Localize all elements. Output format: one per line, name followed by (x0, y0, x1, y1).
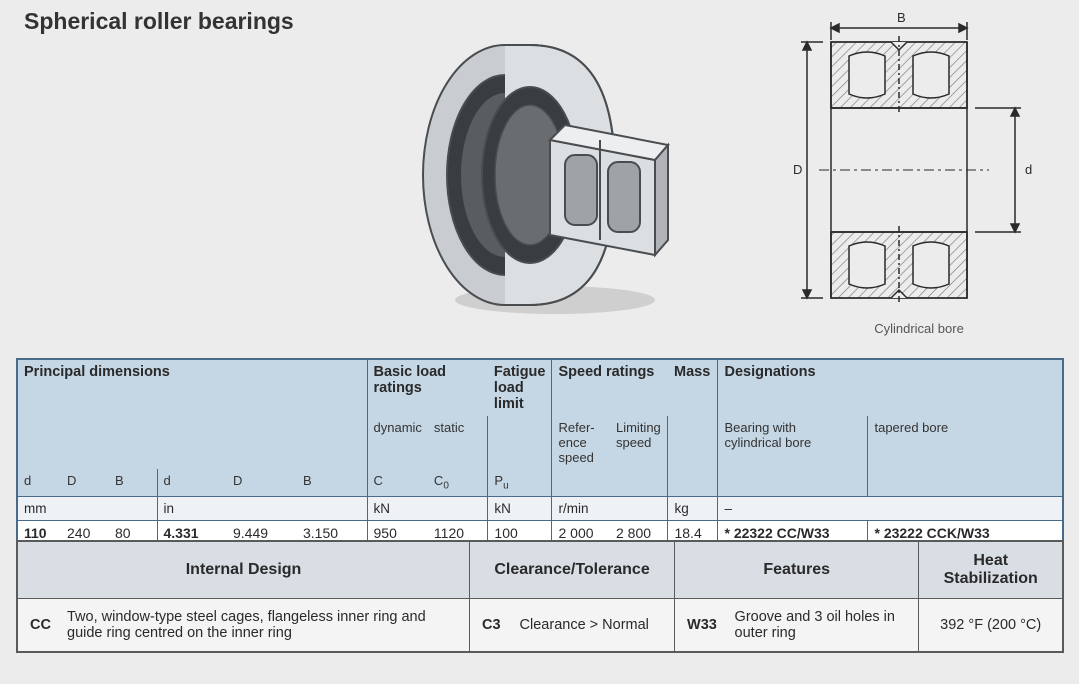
sym-B-in: B (297, 469, 367, 496)
sub-dynamic: dynamic (367, 416, 428, 469)
unit-mm: mm (17, 496, 157, 520)
features-text: Groove and 3 oil holes in outer ring (723, 599, 919, 653)
unit-dash: – (718, 496, 1063, 520)
dim-label-d: d (1025, 162, 1032, 177)
detail-table: Internal Design Clearance/Tolerance Feat… (16, 540, 1064, 653)
spec-symbol-row: d D B d D B C C0 Pu (17, 469, 1063, 496)
sub-static: static (428, 416, 488, 469)
sub-reference: Refer-encespeed (552, 416, 610, 469)
bearing-3d-illustration (410, 30, 680, 320)
sym-C: C (367, 469, 428, 496)
sym-C0: C0 (428, 469, 488, 496)
clearance-text: Clearance > Normal (508, 599, 675, 653)
unit-kg: kg (668, 496, 718, 520)
unit-kN2: kN (488, 496, 552, 520)
hero-graphics: B D d Cylindrical bore (0, 10, 1079, 345)
schematic-drawing: B D d Cylindrical bore (789, 10, 1049, 340)
unit-rmin: r/min (552, 496, 668, 520)
sym-d: d (17, 469, 61, 496)
sym-d-in: d (157, 469, 227, 496)
sym-D-in: D (227, 469, 297, 496)
sym-D: D (61, 469, 109, 496)
dh-features: Features (675, 541, 919, 599)
dh-clearance: Clearance/Tolerance (470, 541, 675, 599)
spec-header-row: Principal dimensions Basic load ratings … (17, 359, 1063, 416)
heat-text: 392 °F (200 °C) (919, 599, 1063, 653)
dim-label-B: B (897, 10, 906, 25)
sub-bearing-cyl: Bearing withcylindrical bore (718, 416, 868, 469)
hdr-basic-load: Basic load ratings (367, 359, 488, 416)
clearance-code: C3 (470, 599, 508, 653)
hdr-designations: Designations (718, 359, 1063, 416)
internal-text: Two, window-type steel cages, flangeless… (55, 599, 470, 653)
dh-internal: Internal Design (17, 541, 470, 599)
hdr-mass: Mass (668, 359, 718, 416)
detail-data-row: CC Two, window-type steel cages, flangel… (17, 599, 1063, 653)
sub-tapered: tapered bore (868, 416, 1063, 469)
unit-kN: kN (367, 496, 488, 520)
dh-heat: Heat Stabilization (919, 541, 1063, 599)
hdr-fatigue: Fatigue load limit (488, 359, 552, 416)
hdr-speed: Speed ratings (552, 359, 668, 416)
spec-unit-row: mm in kN kN r/min kg – (17, 496, 1063, 520)
sym-B: B (109, 469, 157, 496)
features-code: W33 (675, 599, 723, 653)
unit-in: in (157, 496, 367, 520)
internal-code: CC (17, 599, 55, 653)
schematic-caption: Cylindrical bore (789, 321, 1049, 336)
sym-Pu: Pu (488, 469, 552, 496)
spec-table: Principal dimensions Basic load ratings … (16, 358, 1064, 547)
detail-header-row: Internal Design Clearance/Tolerance Feat… (17, 541, 1063, 599)
hdr-principal: Principal dimensions (17, 359, 367, 416)
sub-limiting: Limitingspeed (610, 416, 668, 469)
dim-label-D: D (793, 162, 802, 177)
spec-subhead-row: dynamic static Refer-encespeed Limitings… (17, 416, 1063, 469)
